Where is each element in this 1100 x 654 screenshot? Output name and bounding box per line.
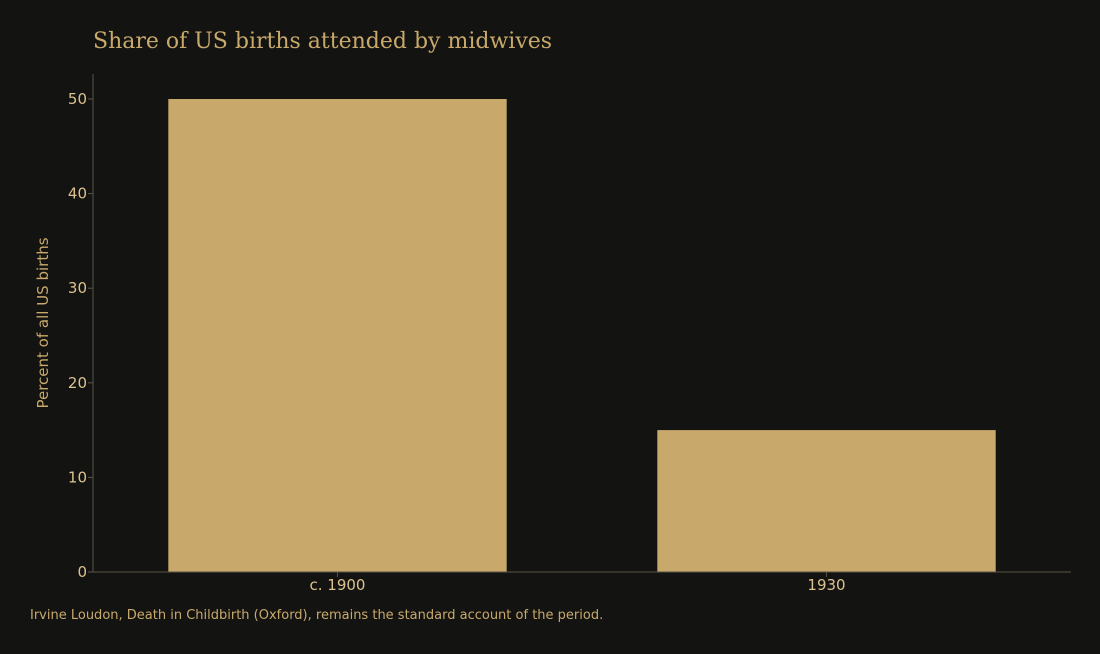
y-tick-label: 50 (68, 90, 87, 108)
x-tick-label: c. 1900 (310, 576, 366, 594)
bars (168, 99, 996, 572)
y-axis-ticks: 0 10 20 30 40 50 (68, 90, 93, 581)
source-note: Irvine Loudon, Death in Childbirth (Oxfo… (30, 608, 604, 623)
y-tick-label: 10 (68, 468, 87, 486)
y-tick-label: 20 (68, 374, 87, 392)
y-tick-label: 40 (68, 185, 87, 203)
x-axis-ticks: c. 1900 1930 (310, 572, 846, 594)
y-tick-label: 30 (68, 279, 87, 297)
y-tick-label: 0 (77, 563, 87, 581)
bar-chart: Share of US births attended by midwives … (34, 29, 1071, 594)
x-tick-label: 1930 (807, 576, 845, 594)
y-axis-label: Percent of all US births (34, 237, 52, 408)
bar-1 (168, 99, 507, 572)
bar-2 (657, 430, 996, 572)
chart-title: Share of US births attended by midwives (93, 29, 552, 54)
